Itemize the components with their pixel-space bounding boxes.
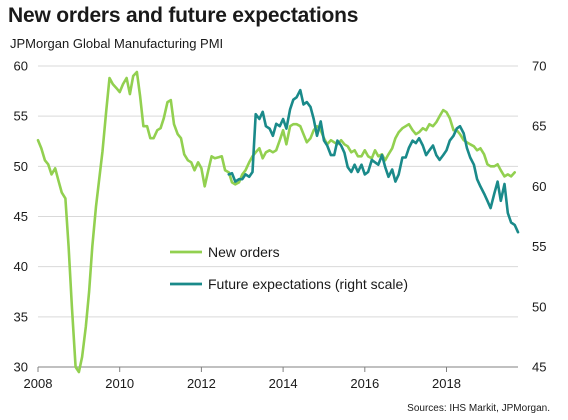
source-note: Sources: IHS Markit, JPMorgan. bbox=[407, 403, 550, 414]
y-left-tick-label: 60 bbox=[14, 59, 28, 74]
chart-title: New orders and future expectations bbox=[8, 4, 359, 27]
axes: 30 35 40 45 50 55 60 45 50 55 60 65 70 2008 2010 2012 20… bbox=[14, 59, 547, 392]
legend: New orders Future expectations (right sca… bbox=[170, 244, 408, 292]
y-right-tick-label: 50 bbox=[532, 299, 546, 314]
y-left-tick-label: 30 bbox=[14, 360, 28, 375]
x-tick-label: 2010 bbox=[105, 376, 134, 391]
y-left-tick-label: 35 bbox=[14, 309, 28, 324]
legend-label-future-expectations: Future expectations (right scale) bbox=[208, 276, 408, 292]
x-tick-label: 2008 bbox=[24, 376, 53, 391]
new-orders-line bbox=[36, 70, 516, 374]
y-right-tick-label: 70 bbox=[532, 59, 546, 74]
x-tick-label: 2018 bbox=[432, 376, 461, 391]
x-tick-label: 2014 bbox=[269, 376, 298, 391]
y-right-tick-label: 60 bbox=[532, 179, 546, 194]
future-expectations-line bbox=[227, 88, 520, 234]
x-tick-label: 2012 bbox=[187, 376, 216, 391]
legend-label-new-orders: New orders bbox=[208, 244, 280, 260]
chart-subtitle: JPMorgan Global Manufacturing PMI bbox=[10, 36, 224, 51]
y-left-tick-label: 55 bbox=[14, 109, 28, 124]
y-left-tick-label: 45 bbox=[14, 209, 28, 224]
y-left-tick-label: 40 bbox=[14, 259, 28, 274]
y-right-tick-label: 45 bbox=[532, 360, 546, 375]
series-lines bbox=[36, 70, 520, 374]
y-right-tick-label: 65 bbox=[532, 119, 546, 134]
y-right-tick-label: 55 bbox=[532, 239, 546, 254]
x-tick-label: 2016 bbox=[350, 376, 379, 391]
y-left-tick-label: 50 bbox=[14, 159, 28, 174]
